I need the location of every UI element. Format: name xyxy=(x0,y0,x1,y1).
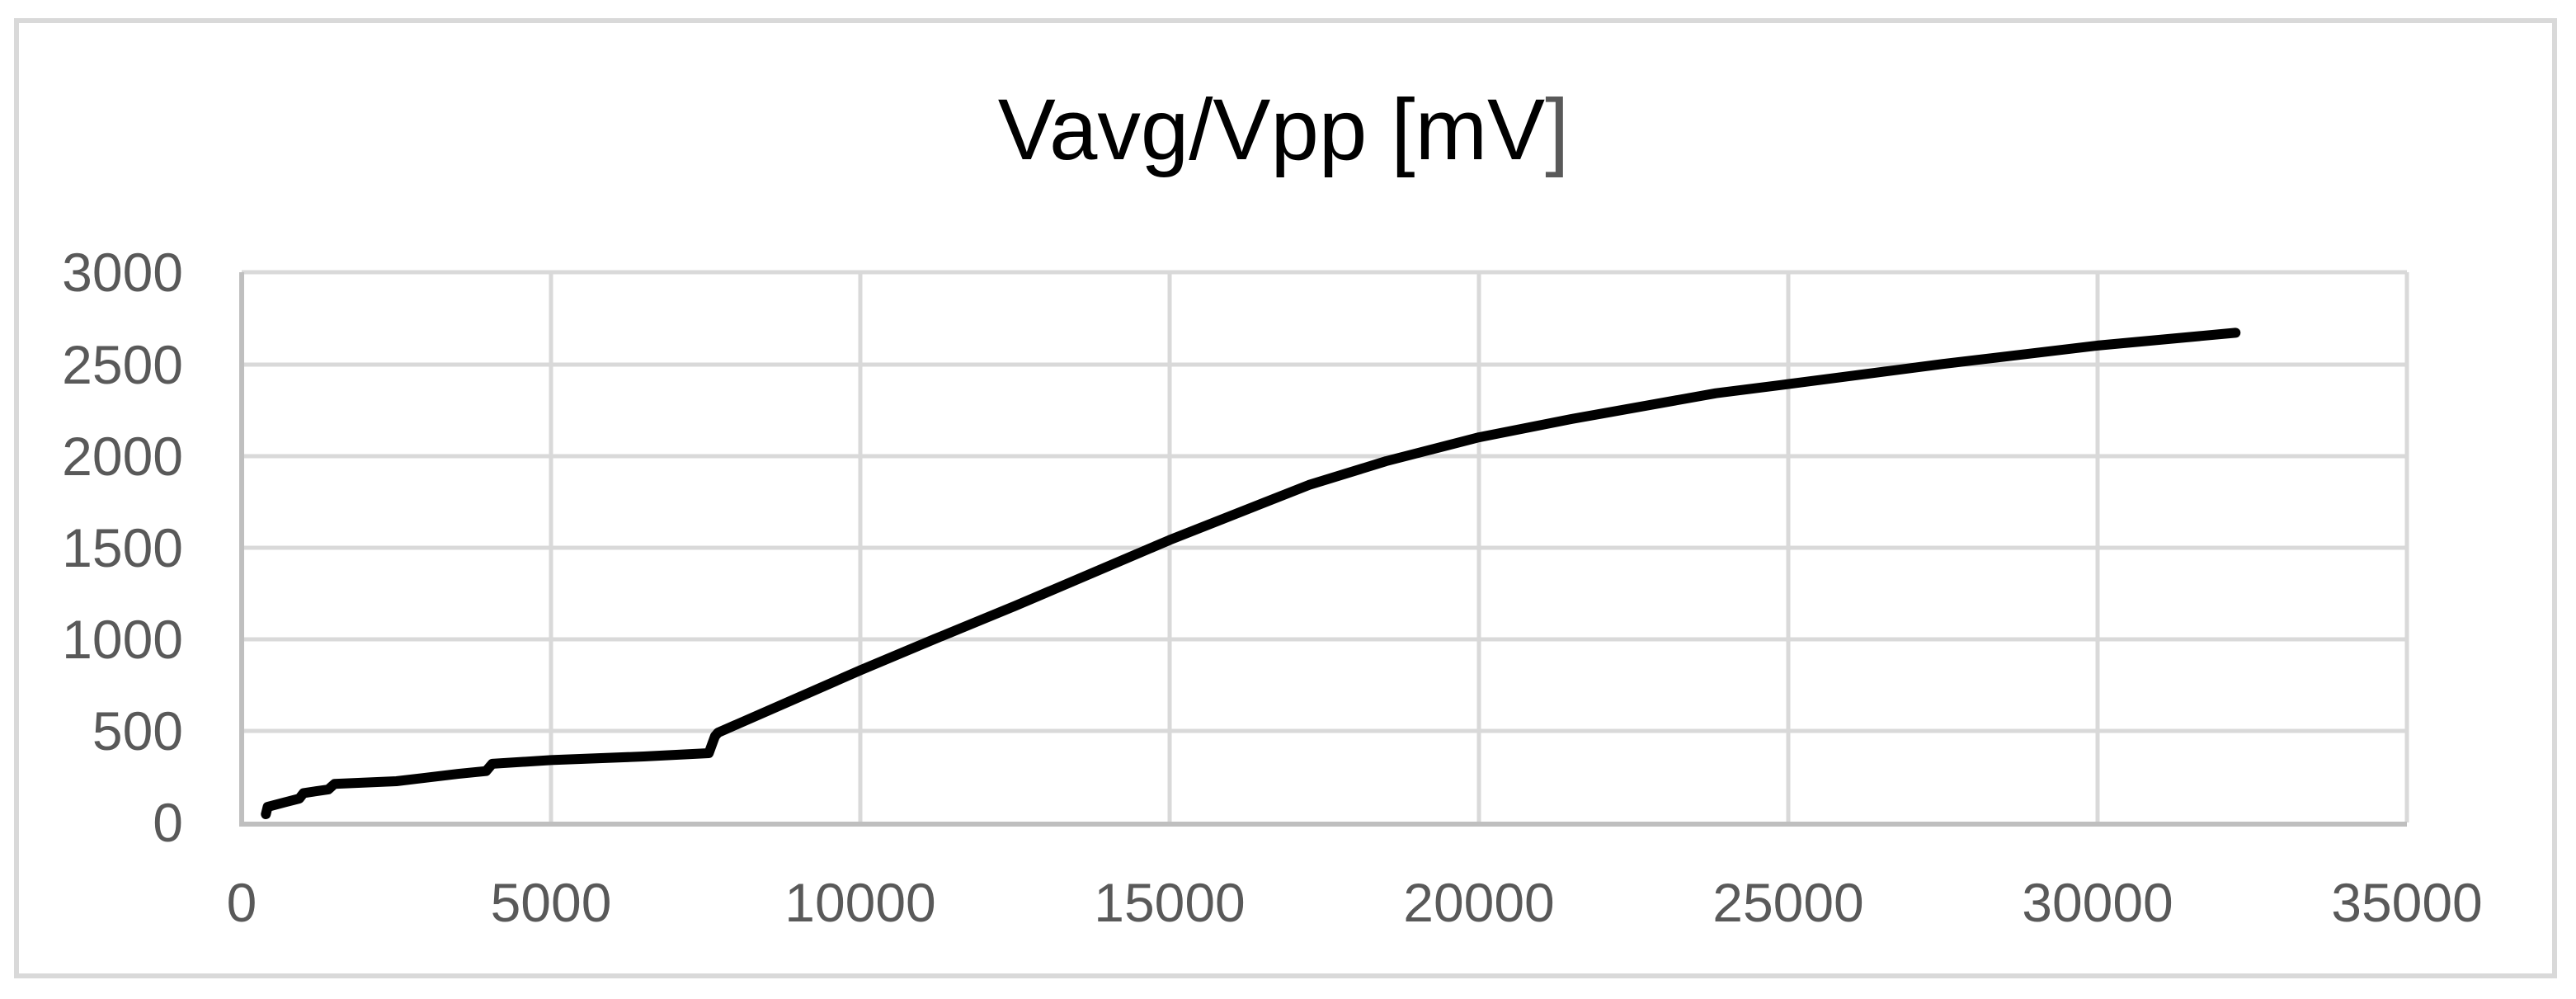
y-tick-label: 500 xyxy=(92,700,183,761)
y-tick-labels: 0 500 1000 1500 2000 2500 3000 xyxy=(62,242,183,853)
y-tick-label: 1000 xyxy=(62,609,183,670)
chart-title: Vavg/Vpp [mV] xyxy=(998,82,1570,178)
vertical-gridlines xyxy=(549,272,2409,822)
y-tick-label: 1500 xyxy=(62,517,183,578)
y-tick-label: 0 xyxy=(153,792,183,853)
x-tick-label: 0 xyxy=(227,872,257,933)
x-tick-label: 5000 xyxy=(491,872,612,933)
x-tick-label: 30000 xyxy=(2022,872,2173,933)
x-tick-label: 20000 xyxy=(1403,872,1555,933)
y-tick-label: 3000 xyxy=(62,242,183,303)
x-tick-label: 25000 xyxy=(1712,872,1864,933)
x-tick-label: 10000 xyxy=(784,872,936,933)
horizontal-gridlines xyxy=(242,270,2407,733)
x-tick-label: 15000 xyxy=(1094,872,1246,933)
y-tick-label: 2000 xyxy=(62,426,183,487)
data-series-line xyxy=(261,328,2241,819)
x-tick-label: 35000 xyxy=(2331,872,2483,933)
y-tick-label: 2500 xyxy=(62,334,183,395)
x-tick-labels: 0 5000 10000 15000 20000 25000 30000 350… xyxy=(227,872,2483,933)
